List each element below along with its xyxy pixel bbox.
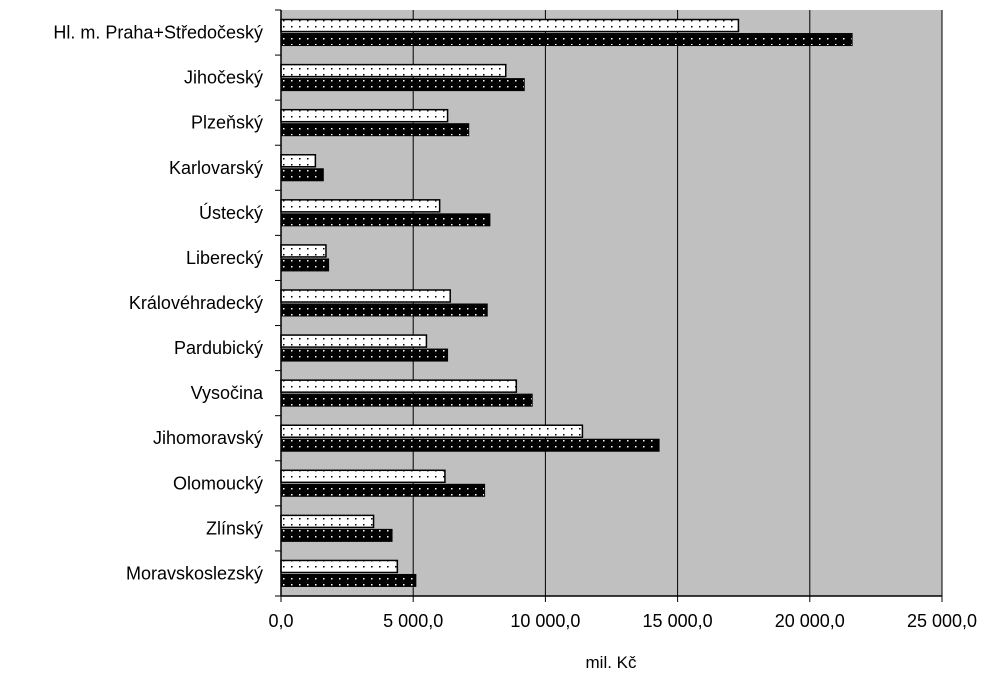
bar-series2-4 — [280, 213, 491, 227]
bar-series2-6 — [280, 303, 488, 317]
bar-series2-5 — [280, 258, 330, 272]
bar-series1-2 — [280, 108, 449, 123]
x-axis-title: mil. Kč — [586, 653, 638, 672]
bar-series1-0 — [280, 18, 740, 33]
bar-series1-11 — [280, 514, 375, 529]
category-label: Ústecký — [199, 202, 263, 223]
bar-series1-1 — [280, 63, 507, 78]
gridlines — [412, 10, 943, 596]
bar-series2-2 — [280, 123, 470, 137]
bar-series1-5 — [280, 244, 327, 258]
bar-series2-10 — [280, 483, 486, 497]
category-label: Moravskoslezský — [126, 563, 263, 583]
category-label: Hl. m. Praha+Středočeský — [53, 23, 263, 43]
bar-series2-1 — [280, 78, 525, 92]
category-label: Olomoucký — [173, 473, 263, 493]
x-tick-labels: 0,0 5 000,0 10 000,0 15 000,0 20 000,0 25 000… — [268, 611, 977, 631]
bar-series2-12 — [280, 573, 417, 587]
x-tick-label: 5 000,0 — [383, 611, 443, 631]
bar-series2-7 — [280, 348, 449, 362]
bars — [280, 18, 853, 587]
bar-series1-12 — [280, 559, 399, 574]
plot-area — [281, 10, 942, 596]
category-label: Vysočina — [191, 383, 264, 403]
bar-series1-4 — [280, 199, 441, 213]
bar-series1-3 — [280, 154, 317, 168]
category-label: Liberecký — [186, 248, 263, 268]
axes — [275, 9, 943, 602]
bar-series2-11 — [280, 528, 393, 542]
bar-series1-7 — [280, 334, 428, 348]
category-label: Zlínský — [206, 518, 263, 538]
bar-series1-6 — [280, 289, 451, 303]
category-label: Královéhradecký — [129, 293, 263, 313]
x-tick-label: 25 000,0 — [907, 611, 977, 631]
x-tick-label: 10 000,0 — [510, 611, 580, 631]
category-label: Plzeňský — [191, 113, 263, 133]
bar-series1-10 — [280, 469, 446, 484]
x-tick-label: 15 000,0 — [643, 611, 713, 631]
bar-series2-0 — [280, 33, 853, 47]
category-labels: Hl. m. Praha+Středočeský Jihočeský Plzeňsk… — [53, 23, 264, 584]
bar-series2-9 — [280, 438, 660, 452]
category-label: Karlovarský — [169, 158, 263, 178]
category-label: Jihočeský — [184, 68, 263, 88]
bar-series1-9 — [280, 424, 584, 438]
bar-series1-8 — [280, 379, 518, 393]
x-tick-label: 0,0 — [268, 611, 293, 631]
category-label: Pardubický — [174, 338, 263, 358]
category-label: Jihomoravský — [153, 428, 263, 448]
bar-series2-8 — [280, 393, 533, 407]
x-tick-label: 20 000,0 — [775, 611, 845, 631]
bar-series2-3 — [280, 168, 324, 182]
